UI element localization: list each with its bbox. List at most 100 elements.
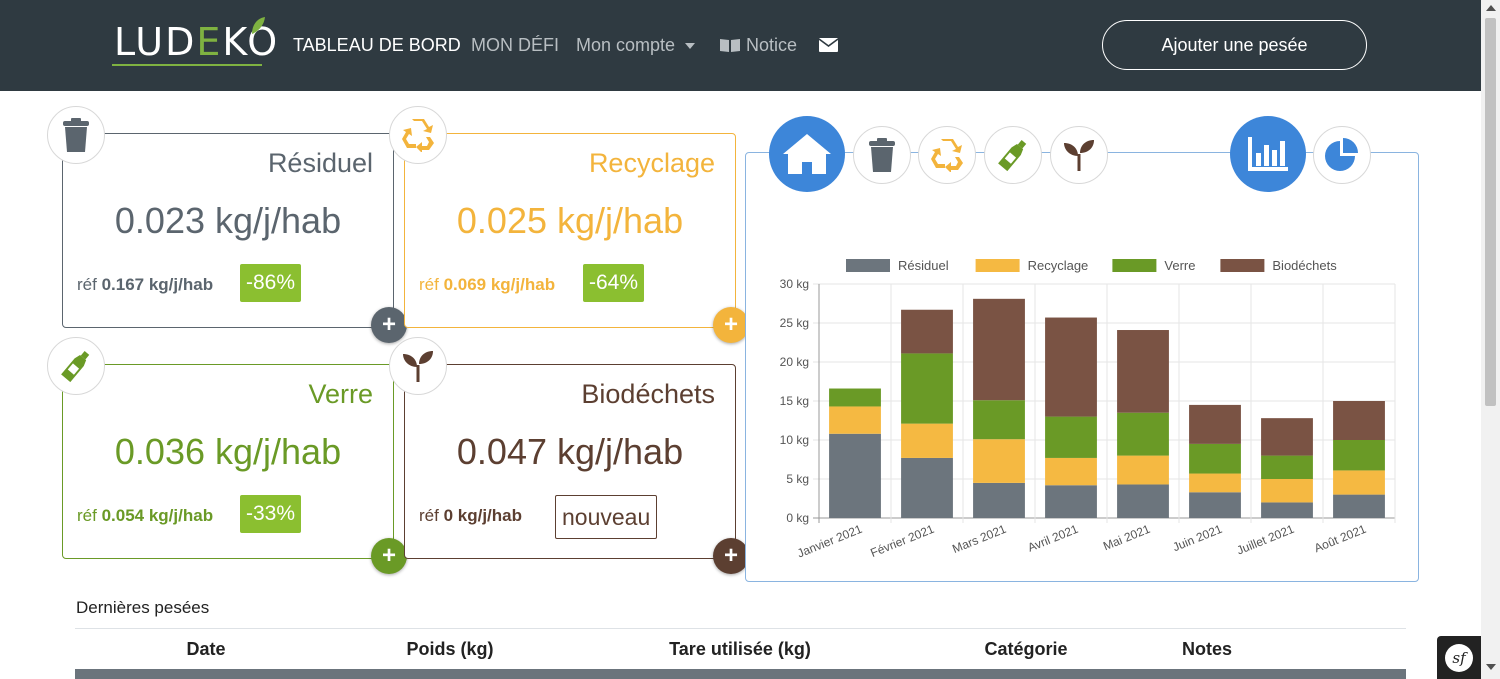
table-first-row bbox=[75, 669, 1406, 679]
bottle-icon bbox=[61, 351, 90, 383]
bar-segment bbox=[1333, 470, 1385, 495]
bar-segment bbox=[1117, 412, 1169, 456]
bar-segment bbox=[901, 309, 953, 354]
scroll-up-arrow-icon[interactable] bbox=[1486, 5, 1496, 11]
book-icon bbox=[720, 39, 740, 52]
table-header-category[interactable]: Catégorie bbox=[984, 639, 1068, 659]
bar-segment bbox=[901, 457, 953, 518]
sprout-icon bbox=[403, 351, 433, 382]
card-residual-add-button[interactable]: + bbox=[371, 307, 407, 343]
sprout-icon bbox=[1064, 140, 1094, 171]
legend-swatch bbox=[975, 259, 1020, 272]
card-glass-value: 0.036 kg/j/hab bbox=[114, 431, 342, 472]
table-header-date[interactable]: Date bbox=[186, 639, 226, 659]
bar-chart-view-button[interactable] bbox=[1230, 116, 1306, 192]
y-tick-label: 10 kg bbox=[780, 433, 809, 447]
y-tick-label: 20 kg bbox=[780, 355, 809, 369]
bar-segment bbox=[973, 298, 1025, 401]
pie-chart-view-button[interactable] bbox=[1313, 126, 1371, 184]
table-divider bbox=[75, 628, 1406, 629]
bar-segment bbox=[1261, 479, 1313, 503]
bar-segment bbox=[1189, 473, 1241, 493]
filter-all-button[interactable] bbox=[769, 116, 845, 192]
x-tick-label: Août 2021 bbox=[1312, 522, 1368, 556]
symfony-logo-icon: sf bbox=[1445, 643, 1473, 672]
card-residual-badge: -86% bbox=[240, 264, 302, 302]
bar-segment bbox=[1045, 317, 1097, 417]
bar-segment bbox=[901, 353, 953, 424]
scrollbar-thumb[interactable] bbox=[1485, 18, 1496, 406]
bar-segment bbox=[973, 482, 1025, 518]
filter-residual-button[interactable] bbox=[853, 126, 911, 184]
card-residual-icon-circle bbox=[47, 106, 105, 164]
recent-weighings-title: Dernières pesées bbox=[76, 598, 210, 617]
card-biowaste: Biodéchets 0.047 kg/j/hab réf 0 kg/j/hab… bbox=[389, 337, 749, 574]
nav-dashboard[interactable]: TABLEAU DE BORD bbox=[293, 35, 461, 55]
legend-label: Résiduel bbox=[898, 258, 949, 273]
card-recycling: Recyclage 0.025 kg/j/hab réf 0.069 kg/j/… bbox=[389, 106, 749, 343]
envelope-icon[interactable] bbox=[819, 38, 838, 52]
card-recycling-badge: -64% bbox=[583, 264, 645, 302]
ludeko-logo[interactable]: LUDEKO bbox=[112, 16, 277, 78]
card-biowaste-value: 0.047 kg/j/hab bbox=[456, 431, 684, 472]
legend-label: Recyclage bbox=[1028, 258, 1089, 273]
leaf-icon bbox=[252, 17, 265, 34]
card-residual-reference: réf 0.167 kg/j/hab bbox=[77, 275, 214, 294]
x-tick-label: Mai 2021 bbox=[1101, 522, 1152, 554]
legend-label: Verre bbox=[1164, 258, 1195, 273]
filter-biowaste-button[interactable] bbox=[1050, 126, 1108, 184]
bar-segment bbox=[1333, 494, 1385, 518]
caret-down-icon bbox=[685, 43, 696, 50]
x-tick-label: Mars 2021 bbox=[950, 522, 1008, 556]
bar-segment bbox=[1045, 416, 1097, 458]
bar-segment bbox=[901, 423, 953, 458]
nav-notice-label: Notice bbox=[746, 35, 798, 55]
nav-account[interactable]: Mon compte bbox=[576, 35, 696, 56]
filter-glass-button[interactable] bbox=[984, 126, 1042, 184]
home-icon bbox=[783, 134, 831, 174]
card-recycling-icon-circle bbox=[389, 106, 447, 164]
scroll-down-arrow-icon[interactable] bbox=[1486, 664, 1496, 670]
x-tick-label: Juillet 2021 bbox=[1235, 522, 1297, 558]
card-glass-reference: réf 0.054 kg/j/hab bbox=[77, 506, 214, 525]
recycle-icon bbox=[931, 139, 963, 172]
bar-segment bbox=[1333, 440, 1385, 471]
y-tick-label: 15 kg bbox=[780, 394, 809, 408]
bar-segment bbox=[1117, 484, 1169, 518]
bar-chart-icon bbox=[1248, 137, 1288, 171]
bar-segment bbox=[1117, 455, 1169, 485]
table-header-notes[interactable]: Notes bbox=[1181, 639, 1232, 659]
table-header-weight[interactable]: Poids (kg) bbox=[406, 639, 494, 659]
y-tick-label: 0 kg bbox=[786, 511, 809, 525]
table-header-tare[interactable]: Tare utilisée (kg) bbox=[669, 639, 811, 659]
page-scrollbar[interactable] bbox=[1481, 0, 1500, 679]
card-recycling-value: 0.025 kg/j/hab bbox=[456, 200, 684, 241]
card-glass-add-button[interactable]: + bbox=[371, 538, 407, 574]
card-biowaste-icon-circle bbox=[389, 337, 447, 395]
symfony-toolbar-button[interactable]: sf bbox=[1437, 636, 1481, 679]
bar-segment bbox=[1189, 492, 1241, 518]
card-glass-icon-circle bbox=[47, 337, 105, 395]
card-biowaste-add-button[interactable]: + bbox=[713, 538, 749, 574]
card-biowaste-reference: réf 0 kg/j/hab bbox=[419, 506, 522, 525]
card-recycling-reference: réf 0.069 kg/j/hab bbox=[419, 275, 556, 294]
add-weighing-button[interactable]: Ajouter une pesée bbox=[1102, 20, 1367, 70]
bar-segment bbox=[973, 439, 1025, 483]
filter-recycling-button[interactable] bbox=[918, 126, 976, 184]
card-recycling-add-button[interactable]: + bbox=[713, 307, 749, 343]
nav-notice[interactable]: Notice bbox=[719, 35, 797, 56]
chart-panel: 0 kg 5 kg 10 kg 15 kg 20 kg 25 kg 30 kg Janvier… bbox=[745, 152, 1419, 582]
bar-segment bbox=[1261, 502, 1313, 518]
bar-segment bbox=[1333, 401, 1385, 440]
top-navbar: LUDEKO TABLEAU DE BORD MON DÉFI Mon comp… bbox=[0, 0, 1481, 91]
x-tick-label: Avril 2021 bbox=[1026, 522, 1081, 555]
bar-segment bbox=[829, 388, 881, 407]
bar-segment bbox=[1117, 330, 1169, 413]
card-residual: Résiduel 0.023 kg/j/hab réf 0.167 kg/j/h… bbox=[47, 106, 407, 343]
logo-underline bbox=[112, 64, 262, 66]
bar-segment bbox=[1261, 418, 1313, 456]
nav-challenge[interactable]: MON DÉFI bbox=[471, 35, 559, 55]
x-tick-label: Janvier 2021 bbox=[795, 522, 864, 561]
card-glass: Verre 0.036 kg/j/hab réf 0.054 kg/j/hab … bbox=[47, 337, 407, 574]
card-biowaste-badge: nouveau bbox=[555, 495, 658, 539]
